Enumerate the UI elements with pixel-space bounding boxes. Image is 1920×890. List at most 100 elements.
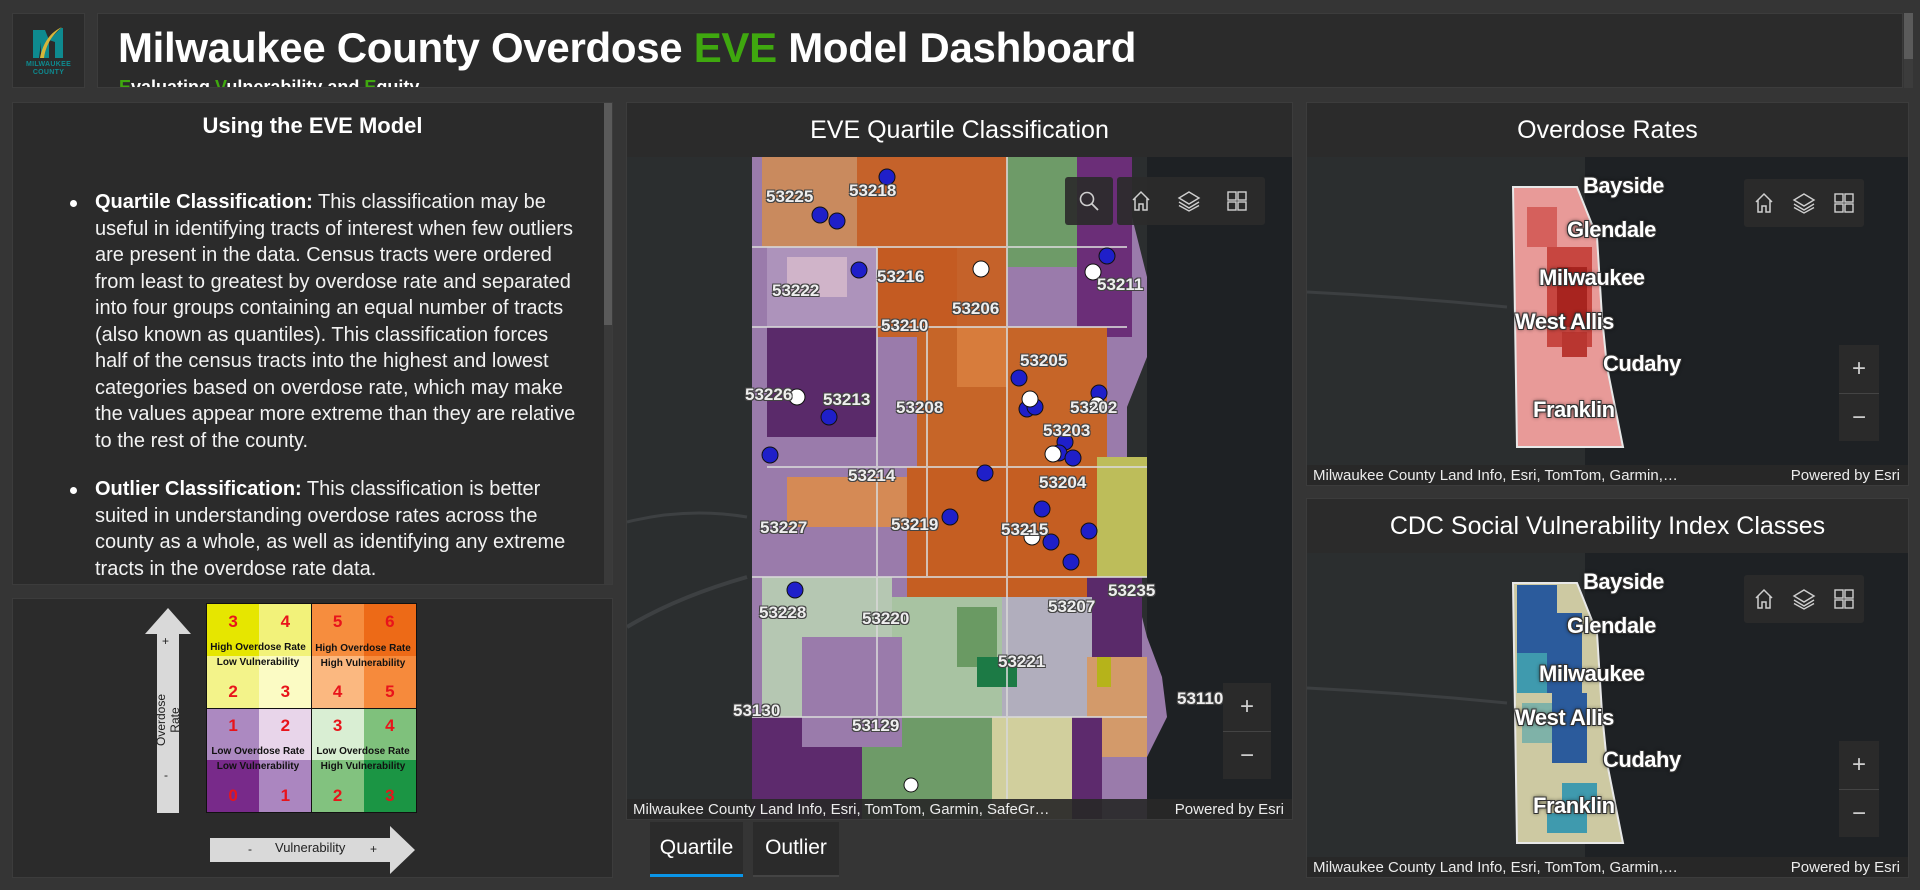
svi-map-canvas[interactable]: Bayside Glendale Milwaukee West Allis Cu…	[1307, 553, 1908, 877]
zoom-out-button[interactable]: −	[1839, 393, 1879, 441]
y-axis-label: Overdose Rate	[154, 693, 182, 747]
info-panel-scrollbar[interactable]	[604, 103, 612, 584]
zip-label: 53219	[891, 515, 939, 534]
overdose-rates-map-panel: Overdose Rates Bayside Glendale Milwauke…	[1306, 102, 1909, 486]
layers-button[interactable]	[1165, 177, 1213, 225]
search-button[interactable]	[1065, 177, 1113, 225]
overdose-map-title: Overdose Rates	[1307, 103, 1908, 157]
city-label: West Allis	[1515, 705, 1614, 730]
basemap-gallery-icon	[1227, 191, 1247, 211]
vulnerability-arrow-icon	[210, 826, 415, 874]
home-button[interactable]	[1744, 575, 1784, 623]
legend-cell: 0	[207, 760, 260, 812]
powered-by-esri-link[interactable]: Powered by Esri	[1790, 467, 1900, 484]
zip-label: 53207	[1048, 597, 1096, 616]
home-icon	[1755, 192, 1773, 213]
x-axis-label: Vulnerability	[275, 840, 346, 855]
info-panel-title: Using the EVE Model	[202, 113, 423, 138]
zip-label: 53210	[881, 316, 929, 335]
page-title: Milwaukee County Overdose EVE Model Dash…	[118, 24, 1136, 72]
county-logo-icon	[33, 27, 63, 58]
tab-quartile[interactable]: Quartile	[650, 822, 743, 877]
layers-icon	[1177, 191, 1201, 212]
info-term: Quartile Classification:	[95, 191, 313, 213]
subtitle-e2: E	[364, 77, 377, 88]
powered-by-esri-link[interactable]: Powered by Esri	[1790, 859, 1900, 876]
zip-label: 53211	[1097, 275, 1144, 294]
legend-cell: 4	[259, 604, 312, 656]
info-item-quartile: Quartile Classification: This classifica…	[63, 189, 585, 454]
home-button[interactable]	[1117, 177, 1165, 225]
map-toolbar	[1744, 575, 1864, 623]
zip-label: 53225	[766, 187, 814, 206]
info-item-outlier: Outlier Classification: This classificat…	[63, 476, 585, 582]
layers-button[interactable]	[1784, 575, 1824, 623]
basemap-gallery-icon	[1834, 589, 1854, 609]
zoom-out-button[interactable]: −	[1223, 731, 1271, 779]
zip-label: 53227	[760, 518, 808, 537]
city-label: West Allis	[1515, 309, 1614, 334]
header-scrollbar-thumb[interactable]	[1904, 13, 1913, 59]
legend-cell: 2	[311, 760, 364, 812]
legend-cell: 3	[207, 604, 260, 656]
layers-button[interactable]	[1784, 179, 1824, 227]
zip-label: 53205	[1020, 351, 1068, 370]
legend-cell: 5	[311, 604, 364, 656]
info-panel: Using the EVE Model Quartile Classificat…	[12, 102, 613, 585]
map-attribution: Milwaukee County Land Info, Esri, TomTom…	[627, 799, 1292, 819]
legend-cell: 3	[259, 656, 312, 708]
subtitle-part1: valuating	[131, 77, 216, 88]
attribution-text: Milwaukee County Land Info, Esri, TomTom…	[1313, 467, 1678, 484]
city-label: Milwaukee	[1539, 265, 1645, 290]
home-icon	[1755, 588, 1773, 609]
quadrant-label-top-right: High Overdose Rate High Vulnerability	[315, 643, 411, 669]
zoom-in-button[interactable]: +	[1851, 355, 1866, 382]
basemap-gallery-button[interactable]	[1824, 179, 1864, 227]
city-label: Franklin	[1533, 793, 1615, 818]
city-label: Glendale	[1567, 613, 1656, 638]
header: MILWAUKEE COUNTY Milwaukee County Overdo…	[0, 0, 1920, 96]
legend-cell: 1	[207, 708, 260, 760]
city-label: Bayside	[1583, 173, 1664, 198]
quadrant-label-bottom-right: Low Overdose Rate High Vulnerability	[316, 746, 410, 772]
milwaukee-county-logo: MILWAUKEE COUNTY	[12, 13, 85, 88]
title-pre: Milwaukee County Overdose	[118, 24, 694, 71]
info-text: This classification may be useful in ide…	[95, 191, 576, 452]
zip-label: 53218	[849, 181, 897, 200]
layers-icon	[1792, 589, 1816, 610]
zoom-in-button[interactable]: +	[1239, 693, 1254, 720]
legend-cell: 3	[311, 708, 364, 760]
zoom-out-button[interactable]: −	[1839, 789, 1879, 837]
zip-label: 53235	[1108, 581, 1156, 600]
home-button[interactable]	[1744, 179, 1784, 227]
zoom-in-button[interactable]: +	[1851, 751, 1866, 778]
home-icon	[1132, 190, 1150, 211]
legend-divider-horizontal	[206, 708, 417, 709]
legend-cell: 2	[207, 656, 260, 708]
city-label: Cudahy	[1603, 351, 1681, 376]
basemap-gallery-button[interactable]	[1824, 575, 1864, 623]
overdose-map-canvas[interactable]: Bayside Glendale Milwaukee West Allis Cu…	[1307, 157, 1908, 485]
quartile-choropleth	[627, 157, 1292, 819]
info-text: This classification is better suited in …	[95, 478, 566, 580]
info-panel-scrollbar-thumb[interactable]	[604, 103, 612, 325]
layers-icon	[1792, 193, 1816, 214]
tab-outlier[interactable]: Outlier	[753, 822, 839, 877]
legend-cell: 4	[363, 708, 416, 760]
zip-label: 53214	[848, 466, 896, 485]
zoom-control: + −	[1839, 345, 1879, 441]
subtitle-v: V	[215, 77, 227, 88]
basemap-gallery-button[interactable]	[1213, 177, 1261, 225]
zip-label: 53228	[759, 603, 807, 622]
overdose-rate-arrow-icon	[145, 608, 191, 813]
legend-cell: 5	[363, 656, 416, 708]
y-axis-minus: -	[164, 768, 168, 782]
zip-label: 53129	[852, 716, 900, 735]
zip-label: 53208	[896, 398, 944, 417]
quartile-map-canvas[interactable]: 53225 53218 53216 53222 53211 53206 5321…	[627, 157, 1292, 819]
header-scrollbar[interactable]	[1904, 13, 1913, 88]
map-attribution: Milwaukee County Land Info, Esri, TomTom…	[1307, 465, 1908, 485]
powered-by-esri-link[interactable]: Powered by Esri	[1174, 801, 1284, 818]
zoom-control: + −	[1839, 741, 1879, 837]
map-attribution: Milwaukee County Land Info, Esri, TomTom…	[1307, 857, 1908, 877]
